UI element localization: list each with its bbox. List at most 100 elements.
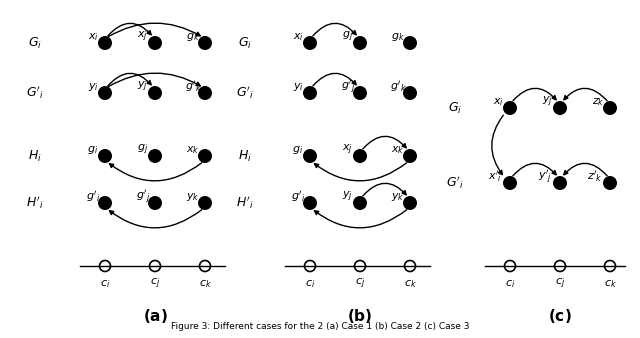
FancyArrowPatch shape: [108, 23, 200, 37]
Circle shape: [148, 196, 162, 210]
FancyArrowPatch shape: [313, 73, 356, 86]
Text: $G_i$: $G_i$: [448, 100, 462, 116]
Text: $z_k$: $z_k$: [592, 96, 604, 108]
Text: $z'_k$: $z'_k$: [587, 170, 603, 185]
Text: $g_i$: $g_i$: [292, 144, 303, 156]
FancyArrowPatch shape: [109, 210, 202, 228]
Text: $H_i$: $H_i$: [238, 148, 252, 164]
Circle shape: [403, 36, 417, 50]
FancyArrowPatch shape: [363, 136, 406, 149]
FancyArrowPatch shape: [108, 23, 151, 36]
FancyArrowPatch shape: [492, 115, 503, 174]
Circle shape: [403, 149, 417, 163]
Circle shape: [403, 86, 417, 100]
Circle shape: [353, 149, 367, 163]
Text: $c_i$: $c_i$: [305, 278, 315, 290]
Text: $g_k$: $g_k$: [391, 31, 405, 43]
Text: $c_i$: $c_i$: [505, 278, 515, 290]
Circle shape: [98, 196, 112, 210]
Text: $g'_j$: $g'_j$: [341, 78, 355, 96]
Circle shape: [603, 176, 617, 190]
Circle shape: [553, 101, 567, 115]
Text: $c_k$: $c_k$: [604, 278, 616, 290]
Text: $G'_i$: $G'_i$: [236, 85, 254, 101]
Text: $g'_i$: $g'_i$: [291, 190, 305, 204]
Circle shape: [98, 86, 112, 100]
Text: $G_i$: $G_i$: [28, 35, 42, 51]
FancyArrowPatch shape: [314, 210, 407, 228]
Text: $c_j$: $c_j$: [150, 277, 160, 291]
Circle shape: [303, 86, 317, 100]
Text: $y_i$: $y_i$: [88, 81, 99, 93]
FancyArrowPatch shape: [108, 73, 151, 86]
Text: $c_j$: $c_j$: [555, 277, 565, 291]
Text: $y_j$: $y_j$: [543, 95, 554, 109]
Circle shape: [603, 101, 617, 115]
Circle shape: [148, 149, 162, 163]
Text: $H_i$: $H_i$: [28, 148, 42, 164]
Text: $c_k$: $c_k$: [198, 278, 211, 290]
Circle shape: [198, 149, 212, 163]
Text: $g_i$: $g_i$: [88, 144, 99, 156]
Circle shape: [198, 86, 212, 100]
Text: $x_k$: $x_k$: [391, 144, 405, 156]
Text: $G'_i$: $G'_i$: [26, 85, 44, 101]
Text: $\mathbf{(a)}$: $\mathbf{(a)}$: [143, 307, 168, 325]
Text: $G'_i$: $G'_i$: [446, 175, 464, 191]
FancyArrowPatch shape: [314, 163, 407, 181]
Text: $x_j$: $x_j$: [342, 143, 353, 157]
FancyArrowPatch shape: [108, 73, 200, 87]
Text: $c_k$: $c_k$: [404, 278, 417, 290]
Text: $H'_i$: $H'_i$: [236, 195, 253, 211]
Text: $x_j$: $x_j$: [138, 30, 148, 44]
Text: Figure 3: Different cases for the 2 (a) Case 1 (b) Case 2 (c) Case 3: Figure 3: Different cases for the 2 (a) …: [171, 322, 469, 331]
Circle shape: [303, 149, 317, 163]
Text: $y_k$: $y_k$: [391, 191, 405, 203]
Text: $g_j$: $g_j$: [342, 30, 354, 44]
Text: $g'_j$: $g'_j$: [136, 188, 150, 206]
Circle shape: [353, 196, 367, 210]
Text: $x_k$: $x_k$: [186, 144, 200, 156]
Text: $x_i$: $x_i$: [292, 31, 303, 43]
Text: $\mathbf{(c)}$: $\mathbf{(c)}$: [548, 307, 572, 325]
Circle shape: [303, 36, 317, 50]
Text: $g'_k$: $g'_k$: [184, 79, 202, 95]
FancyArrowPatch shape: [564, 88, 607, 101]
Circle shape: [98, 149, 112, 163]
Text: $x_i$: $x_i$: [88, 31, 99, 43]
Circle shape: [503, 101, 517, 115]
Text: $G_i$: $G_i$: [238, 35, 252, 51]
Circle shape: [353, 36, 367, 50]
Circle shape: [148, 86, 162, 100]
Circle shape: [553, 176, 567, 190]
Circle shape: [403, 196, 417, 210]
Text: $g'_i$: $g'_i$: [86, 190, 100, 204]
Circle shape: [98, 36, 112, 50]
Text: $\mathbf{(b)}$: $\mathbf{(b)}$: [348, 307, 372, 325]
Text: $y_j$: $y_j$: [342, 190, 353, 204]
FancyArrowPatch shape: [564, 163, 607, 176]
Circle shape: [303, 196, 317, 210]
Text: $g_k$: $g_k$: [186, 31, 200, 43]
FancyArrowPatch shape: [109, 163, 202, 181]
Circle shape: [353, 86, 367, 100]
FancyArrowPatch shape: [363, 183, 406, 196]
Text: $H'_i$: $H'_i$: [26, 195, 44, 211]
FancyArrowPatch shape: [513, 88, 556, 101]
Circle shape: [148, 36, 162, 50]
FancyArrowPatch shape: [313, 23, 356, 36]
Text: $x_i$: $x_i$: [493, 96, 504, 108]
Text: $x'_i$: $x'_i$: [488, 170, 502, 185]
Text: $y_i$: $y_i$: [292, 81, 303, 93]
Text: $y_k$: $y_k$: [186, 191, 200, 203]
Text: $y'_j$: $y'_j$: [538, 168, 552, 186]
Text: $c_i$: $c_i$: [100, 278, 110, 290]
Circle shape: [198, 36, 212, 50]
Circle shape: [198, 196, 212, 210]
FancyArrowPatch shape: [513, 163, 556, 176]
Text: $g_j$: $g_j$: [138, 143, 148, 157]
Text: $y_j$: $y_j$: [138, 80, 148, 94]
Text: $g'_k$: $g'_k$: [390, 79, 406, 95]
Circle shape: [503, 176, 517, 190]
Text: $c_j$: $c_j$: [355, 277, 365, 291]
